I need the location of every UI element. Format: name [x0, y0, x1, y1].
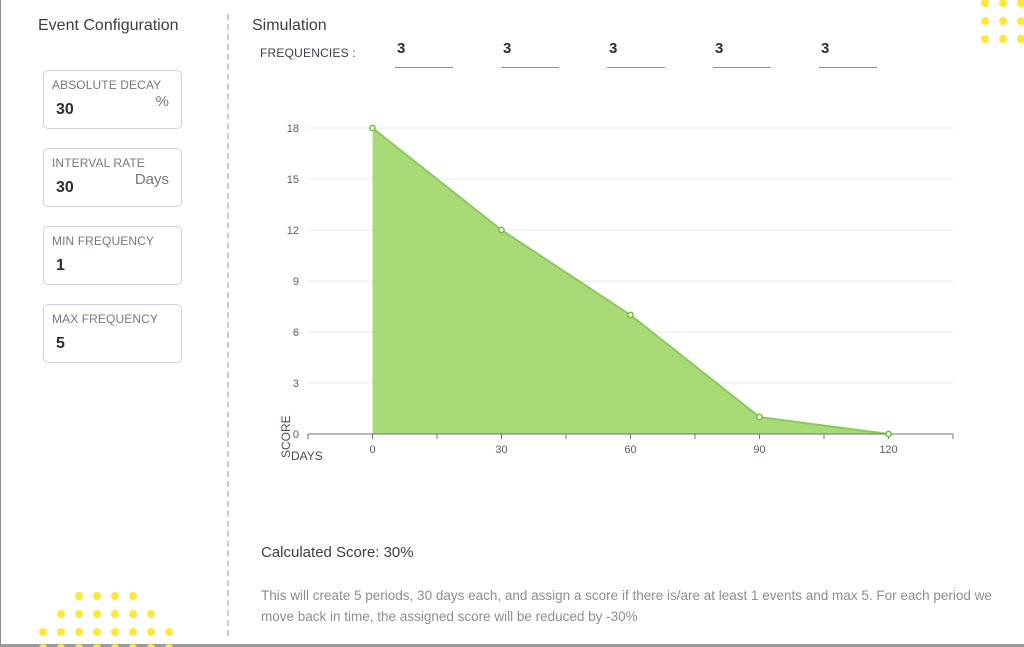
decor-dot [93, 644, 101, 647]
decor-dot [57, 628, 65, 636]
decor-dot [75, 610, 83, 618]
decor-dot [165, 628, 173, 636]
decor-dot [57, 610, 65, 618]
y-tick-label-3: 3 [293, 378, 299, 390]
decor-dot [1017, 17, 1024, 25]
decor-dot [93, 610, 101, 618]
frequencies-label: FREQUENCIES : [260, 46, 356, 60]
max-frequency-label: MAX FREQUENCY [52, 312, 158, 326]
interval-rate-unit: Days [134, 171, 169, 188]
decor-dot [1017, 0, 1024, 7]
y-tick-label-6: 6 [293, 327, 299, 339]
x-tick-label-30: 30 [495, 444, 507, 456]
absolute-decay-unit: % [155, 93, 169, 110]
min-frequency-field[interactable]: MIN FREQUENCY 1 [43, 226, 182, 285]
decor-dot [1017, 35, 1024, 43]
decor-dot [93, 628, 101, 636]
absolute-decay-field[interactable]: ABSOLUTE DECAY 30 % [43, 70, 182, 129]
decor-dot [981, 17, 989, 25]
frequency-input-2[interactable]: 3 [501, 40, 559, 68]
event-configuration-title: Event Configuration [38, 17, 179, 34]
max-frequency-field[interactable]: MAX FREQUENCY 5 [43, 304, 182, 363]
area-fill [372, 128, 889, 434]
y-tick-label-0: 0 [293, 429, 299, 441]
decor-dot [39, 628, 47, 636]
y-tick-label-12: 12 [287, 225, 299, 237]
decor-dot [999, 35, 1007, 43]
decor-dot [129, 644, 137, 647]
simulation-description: This will create 5 periods, 30 days each… [261, 588, 992, 624]
decor-dot [129, 592, 137, 600]
decor-dot [999, 0, 1007, 7]
frequency-input-4[interactable]: 3 [713, 40, 771, 68]
decor-dot [57, 644, 65, 647]
x-tick-label-60: 60 [624, 444, 636, 456]
decor-dot [129, 610, 137, 618]
min-frequency-value[interactable]: 1 [56, 257, 65, 274]
x-tick-label-120: 120 [879, 444, 897, 456]
decor-dot [111, 628, 119, 636]
interval-rate-field[interactable]: INTERVAL RATE 30 Days [43, 148, 182, 207]
decor-dot [147, 644, 155, 647]
decor-dot [147, 610, 155, 618]
decor-dot [147, 628, 155, 636]
absolute-decay-value[interactable]: 30 [56, 101, 74, 118]
decor-dot [129, 628, 137, 636]
frequency-input-1[interactable]: 3 [395, 40, 453, 68]
x-tick-label-0: 0 [369, 444, 375, 456]
decor-dot [93, 592, 101, 600]
absolute-decay-label: ABSOLUTE DECAY [52, 78, 162, 92]
data-point-60 [627, 311, 634, 319]
y-tick-label-18: 18 [287, 123, 299, 135]
max-frequency-value[interactable]: 5 [56, 335, 65, 352]
data-point-0 [369, 124, 376, 132]
decorative-dots-bottom-left [39, 592, 173, 647]
simulation-title: Simulation [252, 17, 327, 34]
window-left-border [0, 0, 1, 647]
decor-dot [981, 0, 989, 7]
data-point-30 [498, 226, 505, 234]
decor-dot [75, 592, 83, 600]
decor-dot [111, 610, 119, 618]
y-tick-label-15: 15 [287, 174, 299, 186]
decor-dot [111, 592, 119, 600]
decor-dot [981, 35, 989, 43]
decorative-dots-top-right [981, 0, 1024, 43]
x-tick-label-90: 90 [753, 444, 765, 456]
decor-dot [999, 17, 1007, 25]
min-frequency-label: MIN FREQUENCY [52, 234, 154, 248]
decor-dot [165, 644, 173, 647]
decor-dot [75, 628, 83, 636]
decor-dot [111, 644, 119, 647]
window-bottom-border [0, 644, 1024, 647]
frequency-input-5[interactable]: 3 [819, 40, 877, 68]
panel-divider [227, 14, 229, 636]
interval-rate-value[interactable]: 30 [56, 179, 74, 196]
y-tick-label-9: 9 [293, 276, 299, 288]
data-point-90 [756, 413, 763, 421]
calculated-score: Calculated Score: 30% [261, 544, 414, 561]
data-point-120 [885, 430, 892, 438]
interval-rate-label: INTERVAL RATE [52, 156, 145, 170]
decor-dot [39, 644, 47, 647]
frequency-input-3[interactable]: 3 [607, 40, 665, 68]
decor-dot [75, 644, 83, 647]
y-axis-label: SCORE [279, 415, 293, 458]
x-axis-label: DAYS [291, 449, 323, 463]
